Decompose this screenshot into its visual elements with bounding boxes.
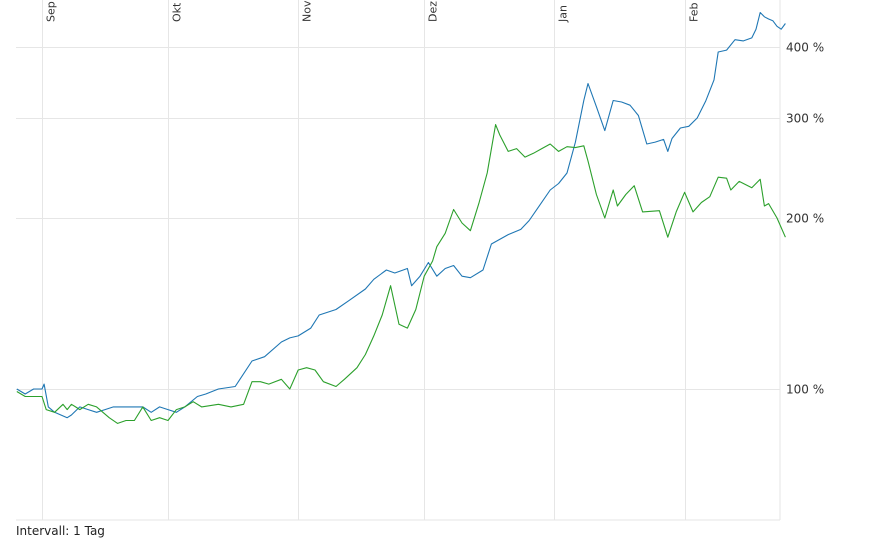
series-lines	[16, 11, 786, 424]
month-label: Nov	[301, 0, 314, 22]
month-label: Sep	[45, 1, 58, 22]
month-label: Jan	[557, 5, 570, 23]
y-axis-ticks: 100 % 200 % 300 % 400 %	[786, 41, 824, 397]
month-label: Feb	[688, 3, 701, 22]
y-tick-label: 300 %	[786, 112, 824, 126]
month-label: Okt	[171, 2, 184, 22]
interval-label: Intervall: 1 Tag	[16, 524, 105, 538]
series-line-green	[16, 124, 786, 424]
grid-layer	[16, 0, 781, 521]
y-tick-label: 100 %	[786, 383, 824, 397]
y-tick-label: 400 %	[786, 41, 824, 55]
x-axis-months: Sep Okt Nov Dez Jan Feb	[45, 0, 701, 23]
series-line-blue	[16, 11, 786, 419]
month-label: Dez	[427, 1, 440, 22]
y-tick-label: 200 %	[786, 212, 824, 226]
